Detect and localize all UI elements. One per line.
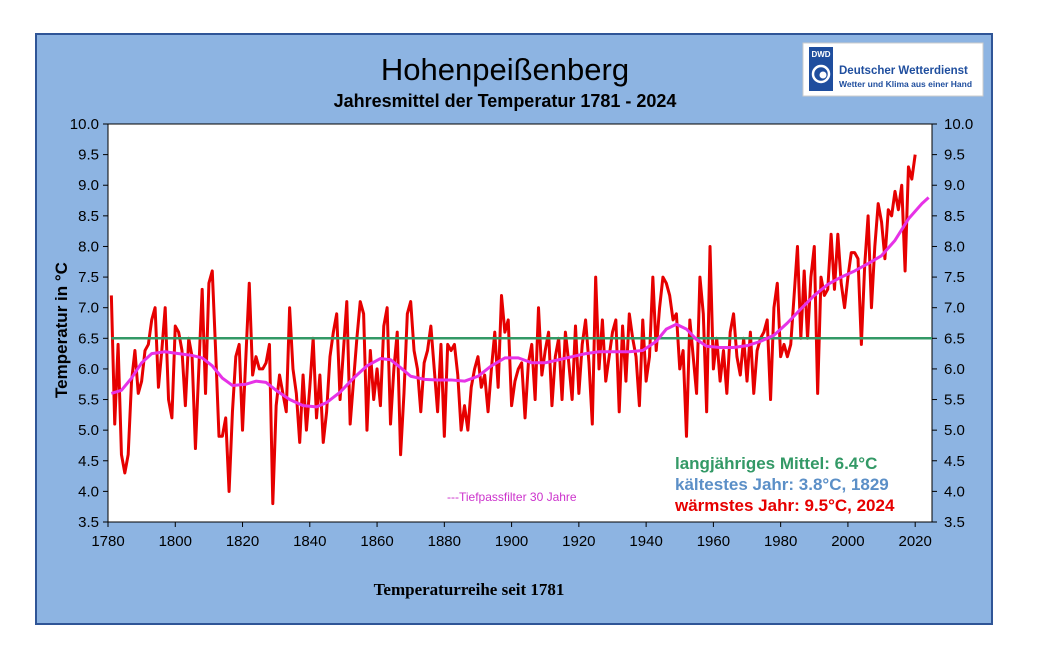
y-tick-label-left-9: 8.0 [78, 238, 99, 255]
y-tick-label-right-0: 3.5 [944, 514, 965, 531]
x-tick-label-11: 2000 [831, 533, 864, 550]
y-tick-label-left-7: 7.0 [78, 300, 99, 317]
x-tick-label-2: 1820 [226, 533, 259, 550]
y-tick-label-right-4: 5.5 [944, 392, 965, 409]
x-tick-label-12: 2020 [898, 533, 931, 550]
x-tick-label-5: 1880 [428, 533, 461, 550]
logo-badge: DWD [811, 50, 830, 59]
y-tick-label-left-8: 7.5 [78, 269, 99, 286]
x-tick-label-7: 1920 [562, 533, 595, 550]
x-tick-label-3: 1840 [293, 533, 326, 550]
y-tick-label-right-13: 10.0 [944, 116, 973, 133]
y-tick-label-left-0: 3.5 [78, 514, 99, 531]
warmest-annotation: wärmstes Jahr: 9.5°C, 2024 [674, 496, 895, 515]
y-tick-label-right-7: 7.0 [944, 300, 965, 317]
y-tick-label-left-4: 5.5 [78, 392, 99, 409]
x-tick-label-1: 1800 [159, 533, 192, 550]
x-tick-label-9: 1960 [697, 533, 730, 550]
coldest-annotation: kältestes Jahr: 3.8°C, 1829 [675, 475, 889, 494]
y-tick-label-left-11: 9.0 [78, 177, 99, 194]
y-tick-label-left-13: 10.0 [70, 116, 99, 133]
y-tick-label-left-1: 4.0 [78, 483, 99, 500]
y-tick-label-left-5: 6.0 [78, 361, 99, 378]
y-tick-label-right-6: 6.5 [944, 330, 965, 347]
plot-area [107, 123, 933, 523]
lowpass-filter-line [110, 196, 930, 409]
y-tick-label-right-11: 9.0 [944, 177, 965, 194]
dwd-logo: DWD Deutscher Wetterdienst Wetter und Kl… [802, 42, 984, 97]
y-axis-label: Temperatur in °C [52, 262, 71, 398]
x-axis-label: Temperaturreihe seit 1781 [374, 580, 565, 599]
mean-annotation: langjähriges Mittel: 6.4°C [675, 454, 877, 473]
y-tick-label-right-9: 8.0 [944, 238, 965, 255]
y-tick-label-right-5: 6.0 [944, 361, 965, 378]
chart-title: Hohenpeißenberg [381, 52, 629, 87]
y-tick-label-right-10: 8.5 [944, 208, 965, 225]
logo-name: Deutscher Wetterdienst [839, 65, 968, 77]
chart-subtitle: Jahresmittel der Temperatur 1781 - 2024 [334, 91, 677, 111]
y-tick-label-right-3: 5.0 [944, 422, 965, 439]
x-tick-label-10: 1980 [764, 533, 797, 550]
y-tick-label-left-12: 9.5 [78, 147, 99, 164]
y-tick-label-right-8: 7.5 [944, 269, 965, 286]
annual-mean-line [109, 154, 917, 506]
x-tick-label-6: 1900 [495, 533, 528, 550]
y-tick-label-right-2: 4.5 [944, 453, 965, 470]
y-tick-label-left-10: 8.5 [78, 208, 99, 225]
y-tick-label-right-12: 9.5 [944, 147, 965, 164]
x-tick-label-8: 1940 [629, 533, 662, 550]
y-tick-label-left-2: 4.5 [78, 453, 99, 470]
x-tick-label-0: 1780 [91, 533, 124, 550]
x-tick-label-4: 1860 [360, 533, 393, 550]
logo-tagline: Wetter und Klima aus einer Hand [839, 79, 972, 89]
filter-label: ---Tiefpassfilter 30 Jahre [447, 490, 577, 504]
swirl-icon [811, 64, 831, 84]
y-tick-label-left-3: 5.0 [78, 422, 99, 439]
y-tick-label-left-6: 6.5 [78, 330, 99, 347]
y-tick-label-right-1: 4.0 [944, 483, 965, 500]
